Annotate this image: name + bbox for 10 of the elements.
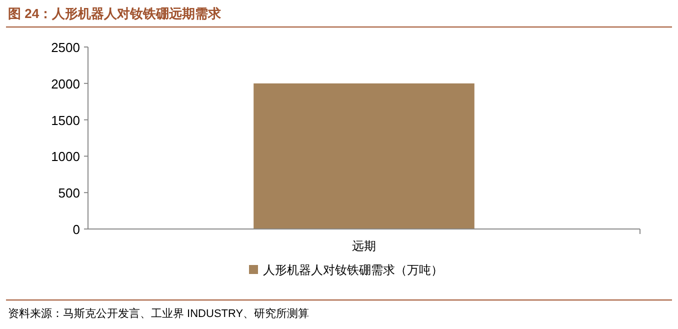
y-tick-label: 500 — [58, 186, 80, 201]
text: 资料来源：马斯克公开发言、工业界 INDUSTRY、研究所测算 — [8, 307, 310, 320]
y-tick-label: 2000 — [51, 76, 80, 92]
y-tick-label: 0 — [72, 222, 80, 237]
y-tick-label: 1500 — [51, 112, 80, 128]
chart-title: 图 24：人形机器人对钕铁硼远期需求 — [8, 6, 222, 21]
x-tick-label: 远期 — [352, 239, 376, 253]
y-tick-label: 2500 — [51, 40, 80, 55]
y-tick-label: 1000 — [51, 149, 80, 164]
legend-label: 人形机器人对钕铁硼需求（万吨） — [263, 263, 443, 277]
